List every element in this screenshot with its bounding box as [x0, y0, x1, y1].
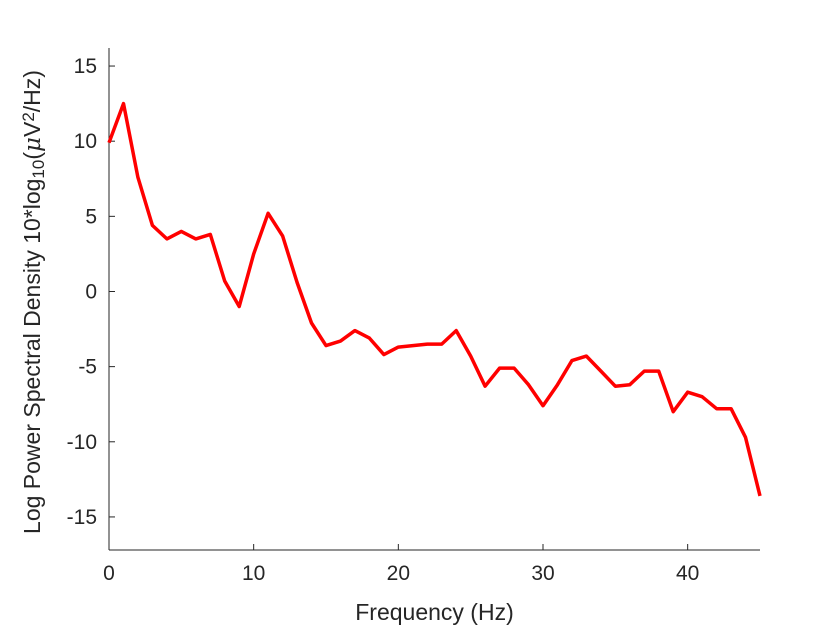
axes [108, 48, 760, 551]
y-axis-title-suffix: /Hz) [19, 70, 45, 112]
x-tick-label: 20 [387, 562, 410, 585]
y-axis-title-mu: μ [20, 137, 46, 152]
y-tick-label: -5 [78, 356, 97, 379]
y-tick-label: -10 [67, 431, 97, 454]
y-axis-title-superscript: 2 [19, 112, 38, 121]
x-tick-label: 10 [242, 562, 265, 585]
x-ticks: 0 10 20 30 40 [103, 544, 699, 585]
y-ticks: 15 10 5 0 -5 -10 -15 [67, 55, 115, 529]
y-axis-title-unit: V [19, 121, 45, 137]
x-axis-title: Frequency (Hz) [355, 599, 513, 625]
y-tick-label: -15 [67, 506, 97, 529]
y-tick-label: 0 [85, 280, 97, 303]
x-tick-label: 30 [531, 562, 554, 585]
y-axis-title-prefix: Log Power Spectral Density 10*log [19, 179, 45, 534]
y-axis-title-open: ( [19, 152, 45, 160]
y-tick-label: 15 [74, 55, 97, 78]
x-tick-label: 0 [103, 562, 115, 585]
y-tick-label: 10 [74, 130, 97, 153]
series [107, 101, 762, 497]
y-axis-title-subscript: 10 [29, 160, 48, 179]
y-axis-title: Log Power Spectral Density 10*log10(μV2/… [19, 70, 48, 534]
psd-series-line [107, 101, 762, 497]
x-tick-label: 40 [676, 562, 699, 585]
y-tick-label: 5 [85, 205, 97, 228]
